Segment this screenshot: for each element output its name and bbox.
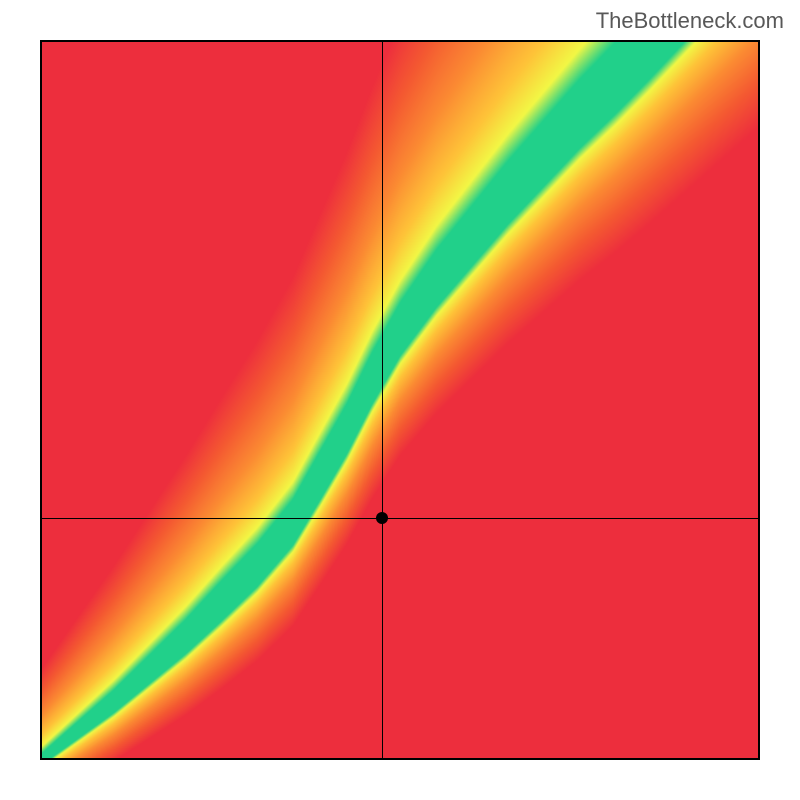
crosshair-horizontal xyxy=(42,518,758,519)
crosshair-vertical xyxy=(382,42,383,758)
heatmap-plot xyxy=(40,40,760,760)
crosshair-marker xyxy=(376,512,388,524)
watermark-text: TheBottleneck.com xyxy=(596,8,784,34)
heatmap-canvas xyxy=(42,42,758,758)
